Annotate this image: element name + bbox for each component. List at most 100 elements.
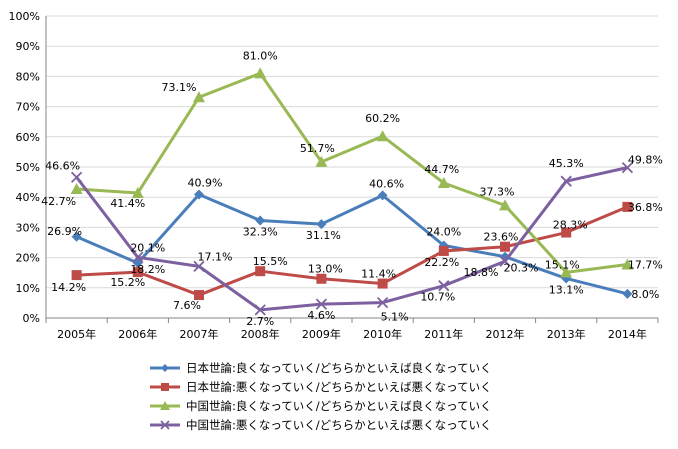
data-label: 11.4% bbox=[361, 268, 396, 281]
data-point bbox=[622, 201, 633, 212]
data-label: 17.7% bbox=[628, 259, 663, 272]
data-label: 51.7% bbox=[300, 142, 335, 155]
data-label: 13.0% bbox=[308, 263, 343, 276]
data-label: 42.7% bbox=[41, 195, 76, 208]
data-label: 73.1% bbox=[162, 81, 197, 94]
x-tick-label: 2009年 bbox=[302, 327, 341, 341]
axes: 0% 10% 20% 30% 40% 50% 60% 70% 80% 90% 100% 2005年 20… bbox=[9, 10, 659, 341]
x-tick-label: 2011年 bbox=[424, 327, 463, 341]
data-point bbox=[499, 255, 511, 267]
data-labels: 26.9% 18.2% 40.9% 32.3% 31.1% 40.6% 24.0% 20.3%… bbox=[41, 49, 663, 327]
y-tick-label: 20% bbox=[16, 252, 40, 265]
series-group bbox=[70, 67, 634, 316]
legend-label: 中国世論:悪くなっていく/どちらかといえば悪くなっていく bbox=[186, 418, 492, 432]
series-3 bbox=[70, 161, 634, 316]
data-label: 20.3% bbox=[504, 262, 539, 275]
data-point bbox=[377, 278, 388, 289]
data-label: 31.1% bbox=[306, 229, 341, 242]
y-tick-label: 80% bbox=[16, 70, 40, 83]
data-point bbox=[71, 270, 82, 281]
data-point bbox=[561, 227, 572, 238]
data-label: 24.0% bbox=[426, 226, 461, 239]
data-label: 37.3% bbox=[480, 185, 515, 198]
data-label: 4.6% bbox=[307, 309, 335, 322]
data-label: 26.9% bbox=[47, 225, 82, 238]
x-tick-label: 2006年 bbox=[118, 327, 157, 341]
data-point bbox=[71, 231, 82, 242]
y-tick-label: 50% bbox=[16, 161, 40, 174]
data-point bbox=[131, 186, 144, 198]
data-point bbox=[560, 266, 573, 278]
data-label: 5.1% bbox=[381, 311, 409, 324]
data-point bbox=[132, 251, 144, 263]
data-label: 7.6% bbox=[173, 299, 201, 312]
data-label: 46.6% bbox=[45, 159, 80, 172]
legend-item: 日本世論:悪くなっていく/どちらかといえば悪くなっていく bbox=[150, 380, 492, 394]
data-point bbox=[438, 245, 449, 256]
data-label: 28.3% bbox=[553, 219, 588, 232]
legend-marker bbox=[160, 420, 170, 430]
data-point bbox=[621, 258, 634, 270]
x-tick-label: 2012年 bbox=[486, 327, 525, 341]
legend-marker bbox=[160, 401, 170, 410]
data-point bbox=[193, 260, 205, 272]
data-point bbox=[621, 161, 634, 174]
legend-label: 中国世論:良くなっていく/どちらかといえば良くなっていく bbox=[186, 399, 492, 413]
data-label: 10.7% bbox=[420, 291, 455, 304]
data-point bbox=[377, 190, 388, 201]
y-tick-label: 10% bbox=[16, 282, 40, 295]
data-label: 18.8% bbox=[464, 266, 499, 279]
legend-marker bbox=[161, 364, 169, 372]
data-point bbox=[437, 177, 450, 189]
y-tick-label: 60% bbox=[16, 131, 40, 144]
data-label: 13.1% bbox=[549, 283, 584, 296]
data-label: 32.3% bbox=[243, 225, 278, 238]
legend-label: 日本世論:悪くなっていく/どちらかといえば悪くなっていく bbox=[186, 380, 492, 394]
data-point bbox=[254, 304, 266, 316]
data-point bbox=[560, 175, 572, 187]
x-tick-label: 2005年 bbox=[57, 327, 96, 341]
data-point bbox=[376, 130, 389, 142]
series-line bbox=[76, 71, 628, 274]
data-point bbox=[622, 288, 633, 299]
data-label: 22.2% bbox=[424, 256, 459, 269]
data-point bbox=[70, 171, 83, 183]
data-label: 44.7% bbox=[424, 163, 459, 176]
series-line bbox=[75, 166, 628, 312]
x-tick-label: 2010年 bbox=[363, 327, 402, 341]
data-point bbox=[132, 267, 143, 278]
data-point bbox=[70, 183, 83, 195]
series-0 bbox=[71, 189, 633, 299]
data-label: 15.1% bbox=[545, 258, 580, 271]
data-label: 41.4% bbox=[110, 197, 145, 210]
data-label: 18.2% bbox=[130, 263, 165, 276]
data-point bbox=[194, 189, 204, 200]
legend: 日本世論:良くなっていく/どちらかといえば良くなっていく日本世論:悪くなっていく… bbox=[150, 361, 492, 432]
data-label: 15.2% bbox=[110, 276, 145, 289]
x-tick-label: 2008年 bbox=[241, 327, 280, 341]
data-point bbox=[499, 199, 511, 211]
data-label: 8.0% bbox=[631, 288, 659, 301]
data-label: 40.9% bbox=[188, 176, 223, 189]
data-point bbox=[255, 215, 266, 226]
legend-item: 中国世論:良くなっていく/どちらかといえば良くなっていく bbox=[150, 399, 492, 413]
series-line bbox=[76, 192, 628, 296]
y-tick-label: 70% bbox=[16, 101, 40, 114]
data-label: 36.8% bbox=[628, 201, 663, 214]
data-point bbox=[438, 280, 450, 292]
data-label: 81.0% bbox=[243, 49, 278, 62]
data-label: 45.3% bbox=[549, 157, 584, 170]
series-2 bbox=[70, 67, 634, 278]
y-tick-label: 30% bbox=[16, 221, 40, 234]
data-label: 20.1% bbox=[130, 241, 165, 254]
x-tick-label: 2007年 bbox=[180, 327, 219, 341]
data-label: 60.2% bbox=[365, 112, 400, 125]
data-label: 49.8% bbox=[628, 154, 663, 167]
data-point bbox=[315, 155, 328, 167]
data-label: 14.2% bbox=[51, 281, 86, 294]
data-point bbox=[315, 298, 328, 310]
data-point bbox=[194, 290, 204, 301]
data-point bbox=[193, 91, 205, 103]
